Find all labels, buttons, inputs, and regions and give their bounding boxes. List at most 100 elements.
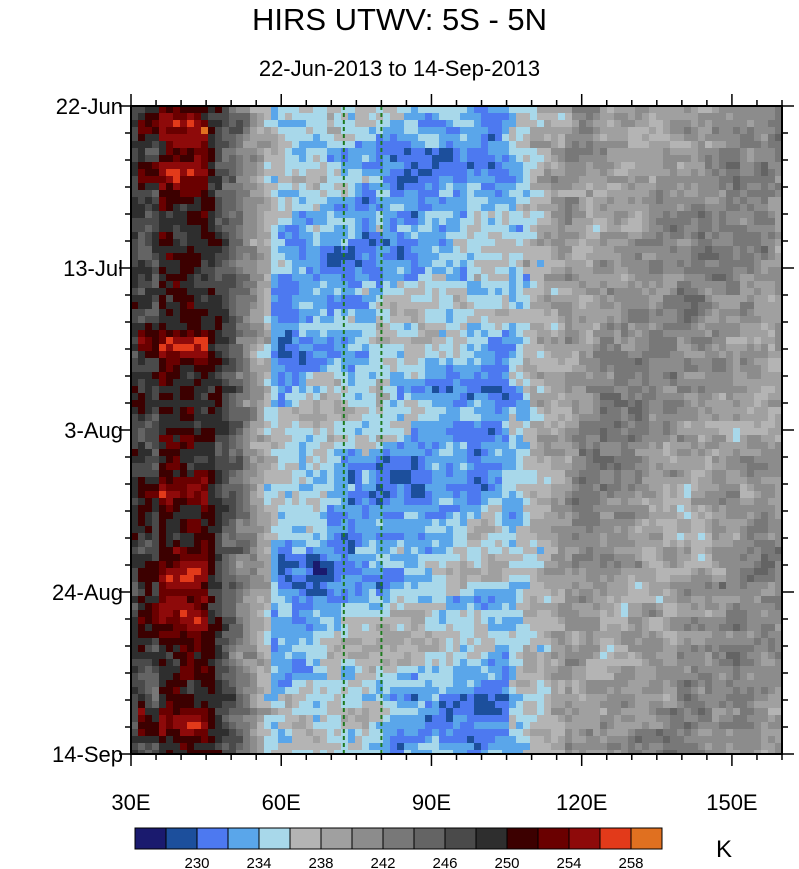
field-cell bbox=[432, 274, 440, 282]
field-cell bbox=[747, 113, 755, 121]
field-cell bbox=[271, 302, 279, 310]
field-cell bbox=[523, 358, 531, 366]
field-cell bbox=[488, 316, 496, 324]
field-cell bbox=[768, 239, 776, 247]
field-cell bbox=[432, 449, 440, 457]
field-cell bbox=[775, 204, 782, 212]
field-cell bbox=[411, 365, 419, 373]
field-cell bbox=[390, 421, 398, 429]
field-cell bbox=[131, 134, 139, 142]
field-cell bbox=[572, 400, 580, 408]
field-cell bbox=[201, 141, 209, 149]
field-cell bbox=[250, 239, 258, 247]
field-cell bbox=[565, 148, 573, 156]
field-cell bbox=[313, 169, 321, 177]
field-cell bbox=[362, 477, 370, 485]
field-cell bbox=[670, 267, 678, 275]
field-cell bbox=[460, 477, 468, 485]
field-cell bbox=[208, 400, 216, 408]
field-cell bbox=[236, 246, 244, 254]
field-cell bbox=[551, 162, 559, 170]
field-cell bbox=[404, 386, 412, 394]
field-cell bbox=[712, 435, 720, 443]
field-cell bbox=[530, 470, 538, 478]
field-cell bbox=[243, 120, 251, 128]
field-cell bbox=[593, 260, 601, 268]
field-cell bbox=[264, 141, 272, 149]
field-cell bbox=[215, 449, 223, 457]
field-cell bbox=[166, 316, 174, 324]
field-cell bbox=[614, 470, 622, 478]
field-cell bbox=[649, 162, 657, 170]
field-cell bbox=[775, 281, 782, 289]
field-cell bbox=[348, 372, 356, 380]
field-cell bbox=[327, 302, 335, 310]
field-cell bbox=[719, 456, 727, 464]
field-cell bbox=[600, 379, 608, 387]
field-cell bbox=[278, 323, 286, 331]
field-cell bbox=[705, 204, 713, 212]
field-cell bbox=[635, 253, 643, 261]
field-cell bbox=[502, 169, 510, 177]
field-cell bbox=[131, 281, 139, 289]
field-cell bbox=[320, 197, 328, 205]
field-cell bbox=[705, 155, 713, 163]
field-cell bbox=[243, 393, 251, 401]
field-cell bbox=[306, 330, 314, 338]
field-cell bbox=[271, 400, 279, 408]
field-cell bbox=[362, 372, 370, 380]
field-cell bbox=[586, 407, 594, 415]
field-cell bbox=[628, 162, 636, 170]
field-cell bbox=[362, 211, 370, 219]
field-cell bbox=[418, 211, 426, 219]
field-cell bbox=[537, 176, 545, 184]
field-cell bbox=[579, 169, 587, 177]
field-cell bbox=[201, 204, 209, 212]
field-cell bbox=[271, 169, 279, 177]
field-cell bbox=[698, 323, 706, 331]
field-cell bbox=[369, 232, 377, 240]
field-cell bbox=[642, 274, 650, 282]
field-cell bbox=[670, 190, 678, 198]
field-cell bbox=[726, 253, 734, 261]
field-cell bbox=[236, 155, 244, 163]
field-cell bbox=[397, 211, 405, 219]
field-cell bbox=[635, 379, 643, 387]
field-cell bbox=[166, 169, 174, 177]
field-cell bbox=[747, 302, 755, 310]
field-cell bbox=[523, 281, 531, 289]
field-cell bbox=[768, 337, 776, 345]
field-cell bbox=[719, 337, 727, 345]
field-cell bbox=[551, 477, 559, 485]
field-cell bbox=[285, 113, 293, 121]
field-cell bbox=[614, 253, 622, 261]
field-cell bbox=[257, 162, 265, 170]
field-cell bbox=[376, 463, 384, 471]
field-cell bbox=[404, 260, 412, 268]
field-cell bbox=[656, 106, 664, 114]
field-cell bbox=[614, 204, 622, 212]
field-cell bbox=[761, 127, 769, 135]
field-cell bbox=[180, 407, 188, 415]
field-cell bbox=[712, 463, 720, 471]
field-cell bbox=[579, 225, 587, 233]
field-cell bbox=[313, 120, 321, 128]
field-cell bbox=[390, 295, 398, 303]
field-cell bbox=[173, 281, 181, 289]
field-cell bbox=[208, 393, 216, 401]
field-cell bbox=[656, 253, 664, 261]
field-cell bbox=[705, 239, 713, 247]
field-cell bbox=[355, 169, 363, 177]
field-cell bbox=[656, 183, 664, 191]
field-cell bbox=[390, 386, 398, 394]
field-cell bbox=[544, 414, 552, 422]
field-cell bbox=[201, 379, 209, 387]
field-cell bbox=[586, 295, 594, 303]
field-cell bbox=[362, 113, 370, 121]
field-cell bbox=[558, 106, 566, 114]
field-cell bbox=[327, 351, 335, 359]
field-cell bbox=[481, 470, 489, 478]
field-cell bbox=[243, 428, 251, 436]
field-cell bbox=[432, 414, 440, 422]
field-cell bbox=[509, 295, 517, 303]
